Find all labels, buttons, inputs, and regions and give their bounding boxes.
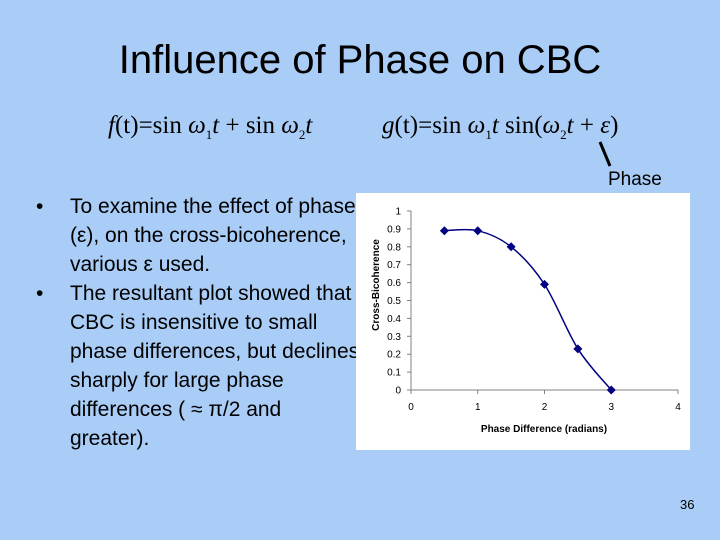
y-tick-label: 1	[395, 207, 401, 218]
bullet-list: To examine the effect of phase (ε), on t…	[30, 192, 360, 453]
equation-f: f(t)=sin ω1t + sin ω2t	[108, 112, 313, 142]
y-tick-label: 0.4	[387, 314, 401, 325]
x-tick-label: 0	[408, 402, 414, 413]
y-tick-label: 0.2	[387, 350, 401, 361]
bullet-item: The resultant plot showed that CBC is in…	[30, 279, 360, 453]
y-tick-label: 0.5	[387, 296, 401, 307]
data-point	[606, 385, 616, 395]
phase-label: Phase	[608, 169, 662, 190]
data-point	[540, 279, 549, 289]
data-point	[573, 344, 583, 354]
slide-title: Influence of Phase on CBC	[118, 38, 602, 82]
y-tick-label: 0.7	[387, 260, 401, 271]
x-axis: 0 1 2 3 4	[408, 389, 681, 413]
x-tick-label: 3	[608, 402, 614, 413]
phase-arrow-icon	[598, 141, 612, 167]
y-tick-label: 0.1	[387, 368, 401, 379]
x-axis-label: Phase Difference (radians)	[481, 424, 607, 435]
chart-background	[356, 193, 690, 450]
y-tick-label: 0.8	[387, 242, 401, 253]
y-tick-label: 0.6	[387, 278, 401, 289]
series-markers	[439, 226, 616, 395]
bullet-item: To examine the effect of phase (ε), on t…	[30, 192, 360, 279]
data-point	[473, 226, 483, 236]
x-tick-label: 2	[542, 402, 548, 413]
x-tick-label: 1	[475, 402, 481, 413]
y-axis: 0 0.1 0.2 0.3 0.4 0.5 0.6 0.7 0.8 0.9 1	[387, 207, 412, 397]
equation-g: g(t)=sin ω1t sin(ω2t + ε)	[382, 112, 619, 142]
data-point	[439, 226, 449, 236]
cbc-chart: 0 0.1 0.2 0.3 0.4 0.5 0.6 0.7 0.8 0.9 1 0 1 2 3 4 Cros…	[356, 193, 690, 450]
y-tick-label: 0	[395, 386, 401, 397]
y-axis-label: Cross-Bicoherence	[371, 239, 382, 331]
y-tick-label: 0.9	[387, 224, 401, 235]
y-tick-label: 0.3	[387, 332, 401, 343]
slide-number: 36	[680, 497, 695, 512]
x-tick-label: 4	[675, 402, 681, 413]
data-point	[506, 242, 516, 252]
